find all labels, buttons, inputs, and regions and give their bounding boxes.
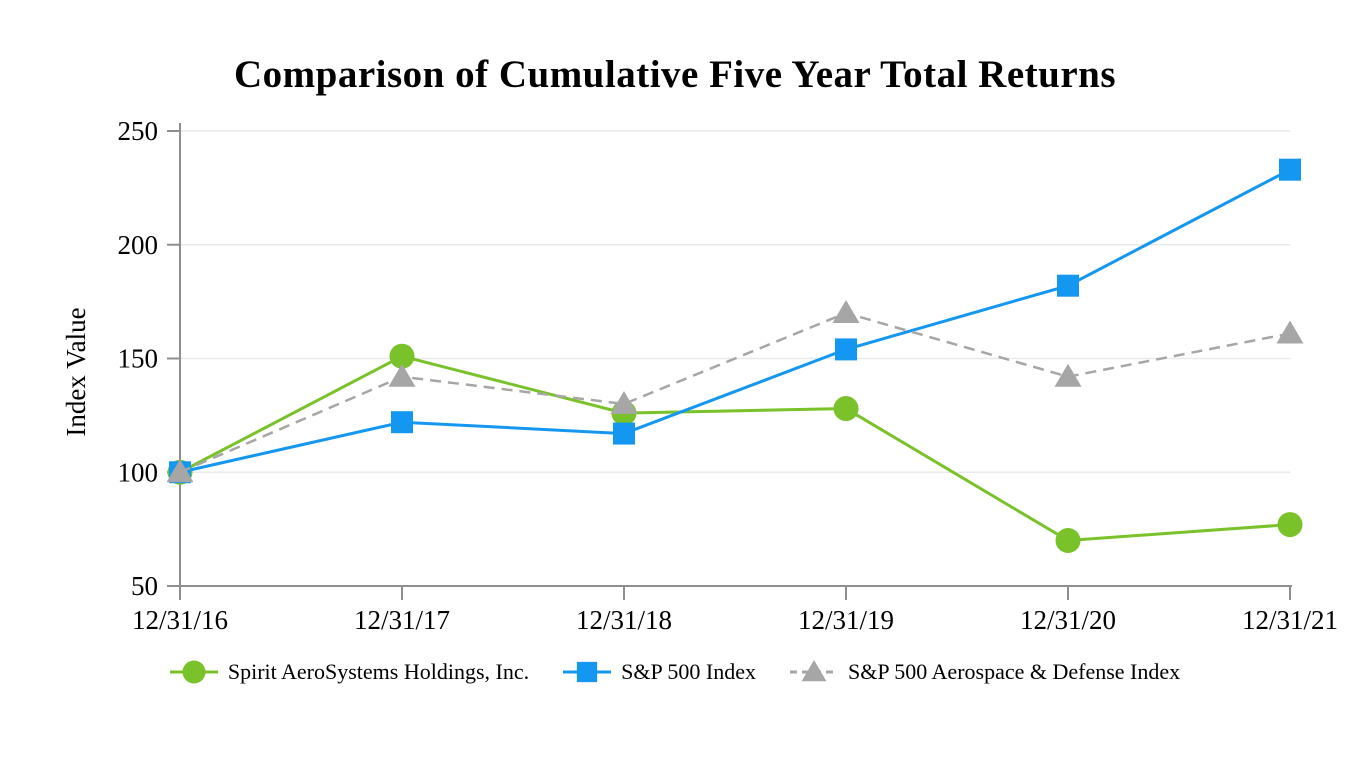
y-tick-label: 150 [118, 344, 159, 374]
data-point-square [1057, 274, 1079, 297]
data-point-square [835, 338, 857, 361]
x-tick-label: 12/31/18 [576, 605, 672, 635]
data-point-square [391, 411, 413, 434]
data-point-square [577, 661, 598, 683]
data-point-triangle [388, 363, 416, 387]
series-line [179, 354, 1291, 543]
data-point-triangle [801, 660, 827, 682]
y-tick-label: 250 [118, 116, 159, 146]
data-point-circle [1277, 512, 1303, 538]
chart-title: Comparison of Cumulative Five Year Total… [234, 53, 1116, 96]
series-line [179, 168, 1291, 474]
x-tick-label: 12/31/16 [132, 605, 228, 635]
y-axis-title: Index Value [61, 307, 91, 436]
data-point-circle [1055, 528, 1081, 553]
series-0 [167, 343, 1303, 553]
data-point-triangle [166, 459, 194, 483]
series-line [179, 311, 1291, 474]
legend-label-sp500-aerospace-defense: S&P 500 Aerospace & Defense Index [847, 659, 1181, 684]
data-point-square [1279, 158, 1301, 181]
x-tick-label: 12/31/19 [798, 605, 894, 635]
legend-item-sp500: S&P 500 Index [563, 658, 756, 686]
data-point-circle [182, 660, 206, 684]
y-tick-label: 50 [131, 571, 158, 601]
data-point-circle [389, 343, 415, 369]
x-tick-label: 12/31/20 [1020, 605, 1116, 635]
data-point-triangle [832, 300, 860, 323]
series-1 [169, 158, 1301, 484]
legend-circle-marker-icon [169, 660, 218, 684]
y-tick-label: 200 [118, 230, 159, 260]
data-point-square [613, 422, 635, 445]
data-point-triangle [610, 391, 638, 414]
y-tick-label: 100 [118, 457, 159, 487]
chart-legend: Spirit AeroSystems Holdings, Inc. S&P 50… [0, 658, 1350, 686]
data-point-triangle [1276, 320, 1304, 344]
x-tick-label: 12/31/21 [1242, 605, 1338, 635]
series-2 [166, 300, 1304, 483]
data-point-circle [833, 396, 859, 422]
legend-item-spirit-aerosystems: Spirit AeroSystems Holdings, Inc. [169, 658, 530, 686]
x-tick-label: 12/31/17 [354, 605, 450, 635]
data-point-triangle [1054, 363, 1082, 387]
chart-canvas: 50 100 150 200 250 12/31/16 12/31/17 12/31/18 12… [61, 116, 1338, 635]
legend-item-sp500-aerospace-defense: S&P 500 Aerospace & Defense Index [789, 658, 1181, 686]
legend-label-sp500: S&P 500 Index [621, 659, 756, 684]
legend-triangle-marker-icon [789, 660, 838, 682]
legend-label-spirit-aerosystems: Spirit AeroSystems Holdings, Inc. [227, 659, 530, 684]
legend-square-marker-icon [563, 661, 612, 683]
